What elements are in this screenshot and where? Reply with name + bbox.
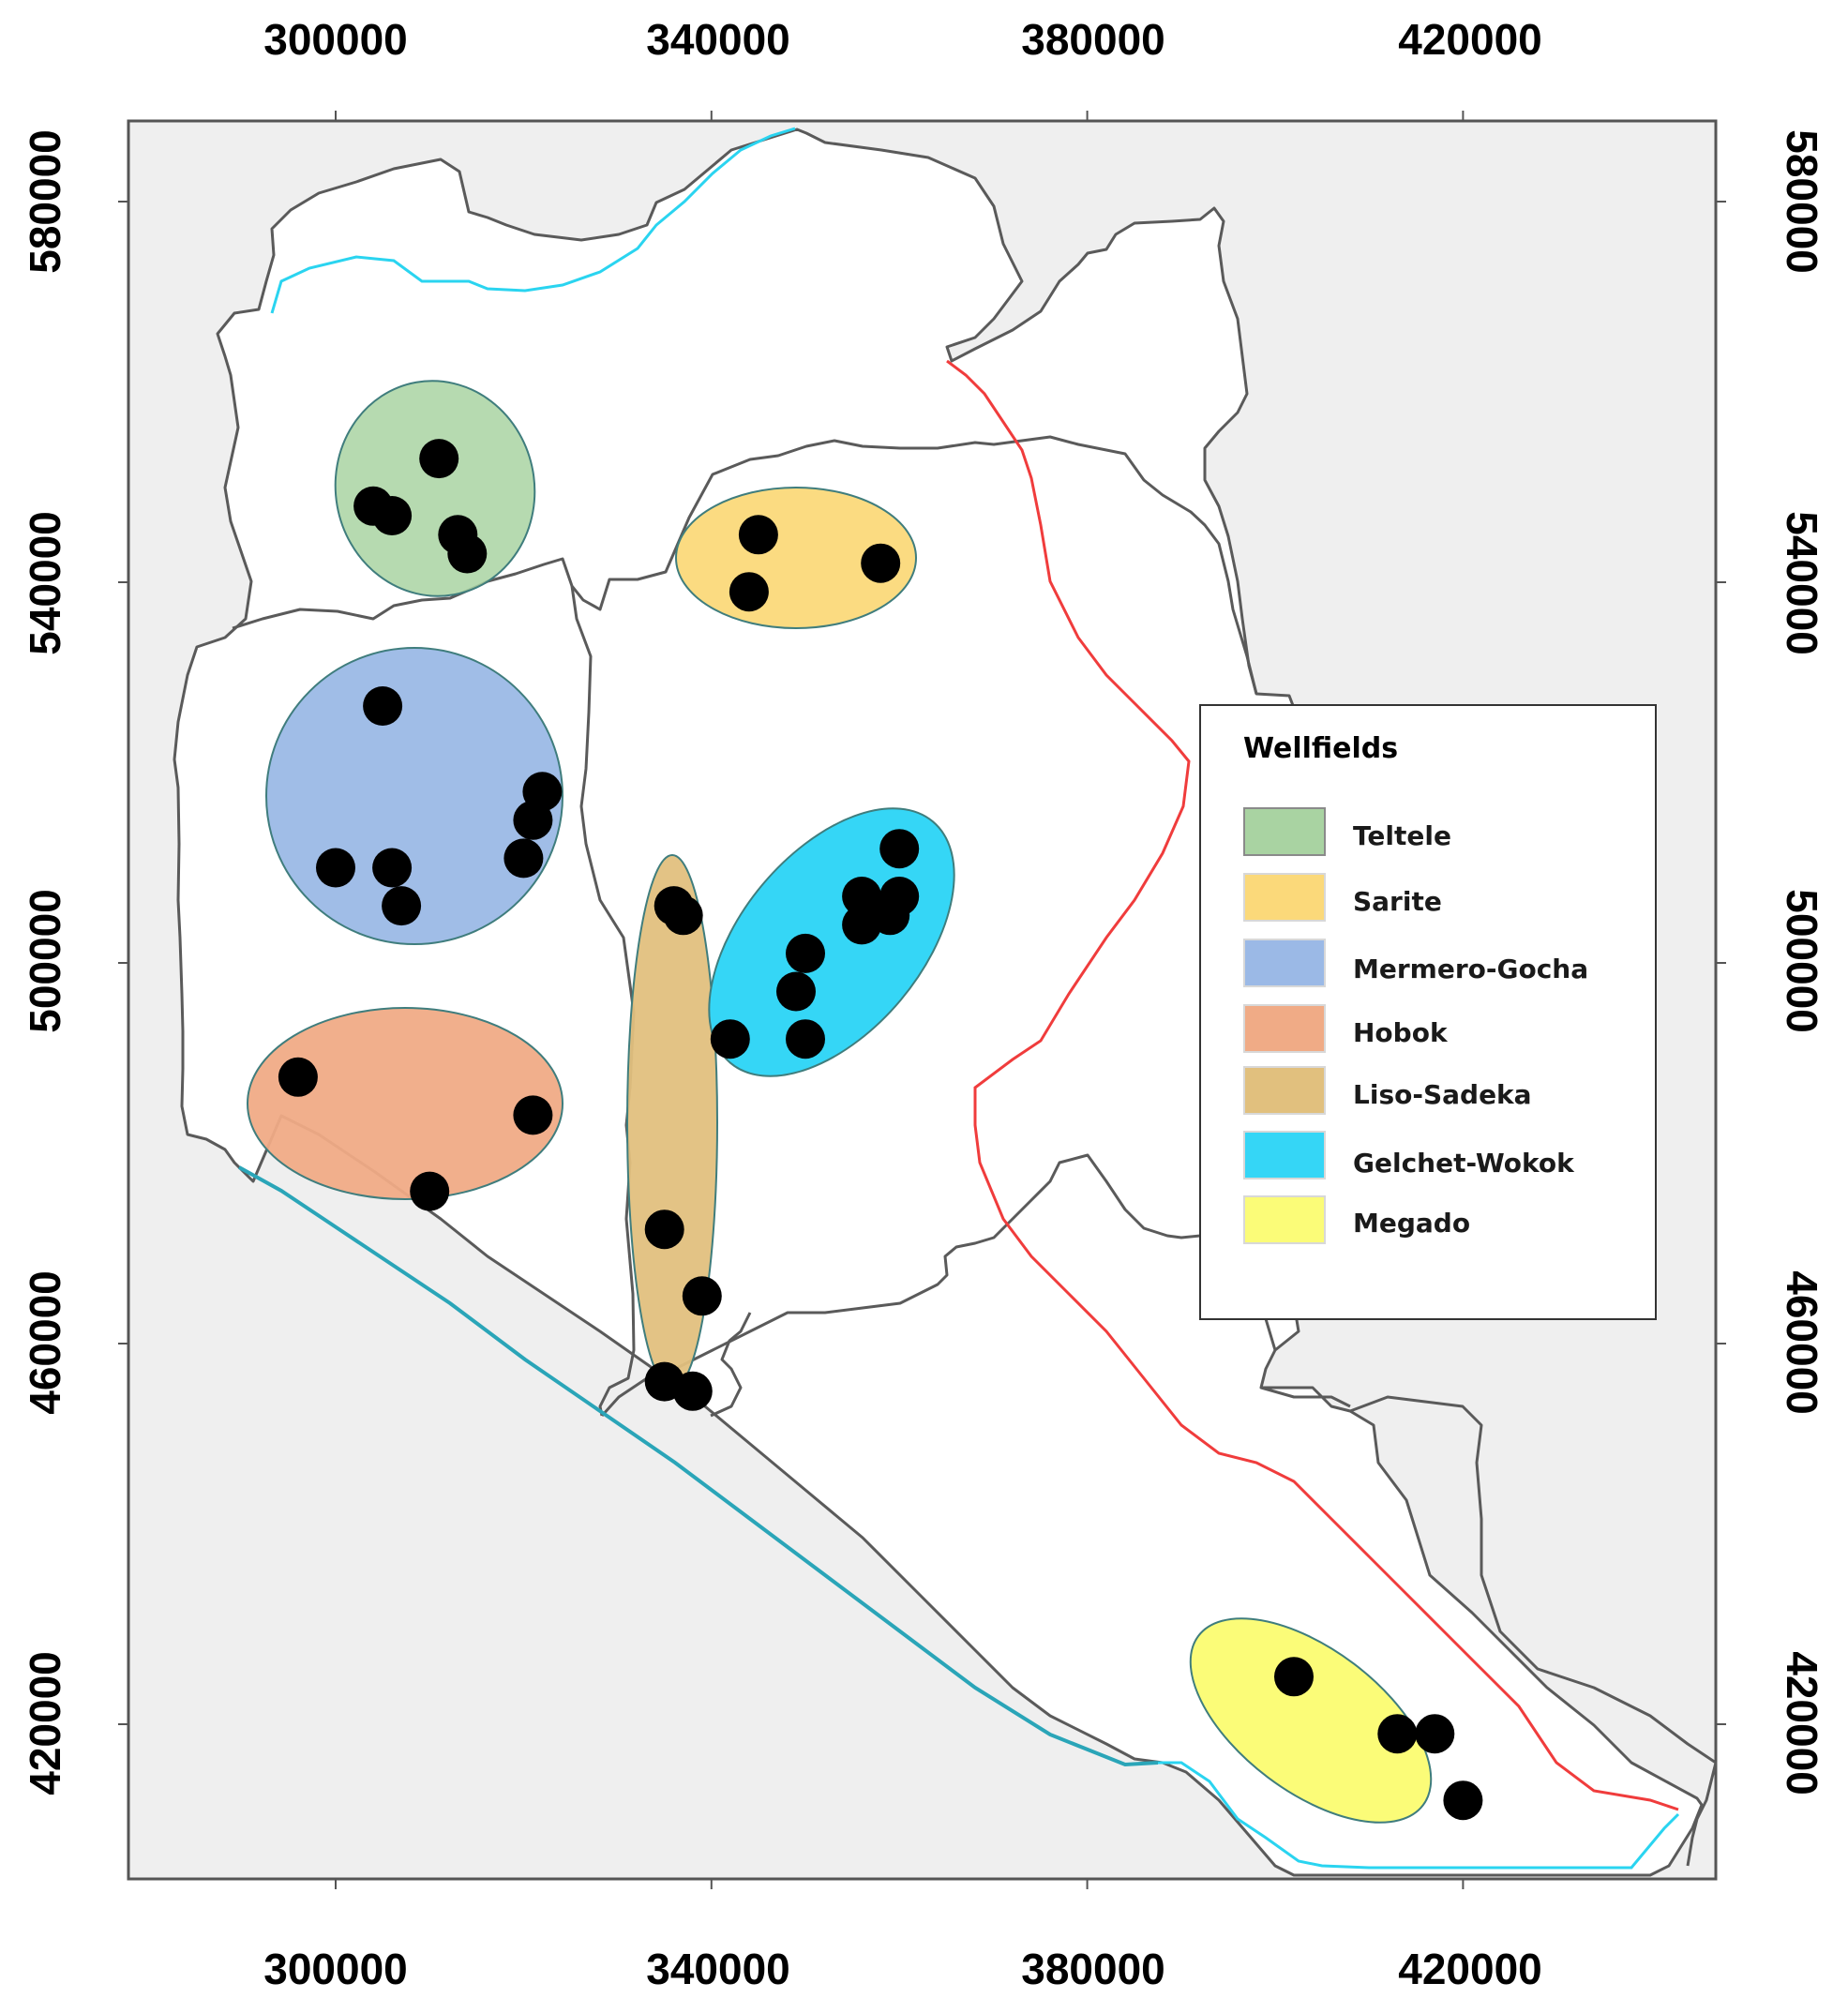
well-point-gelchet-wokok — [710, 1019, 750, 1059]
y-tick-right-420000: 420000 — [1778, 1651, 1826, 1795]
legend-swatch-mermero-gocha — [1243, 939, 1326, 987]
x-tick-top-380000: 380000 — [1021, 15, 1165, 64]
x-tick-bottom-380000: 380000 — [1021, 1945, 1165, 1993]
axis-ticks — [118, 111, 1726, 1889]
y-tick-right-580000: 580000 — [1778, 129, 1826, 274]
legend-label-hobok: Hobok — [1353, 1017, 1449, 1048]
wells-layer — [278, 439, 1483, 1821]
well-point-hobok — [513, 1095, 553, 1135]
well-point-gelchet-wokok — [842, 905, 882, 945]
legend-title: Wellfields — [1243, 732, 1398, 765]
well-point-sarite — [729, 572, 769, 612]
legend-swatch-hobok — [1243, 1004, 1326, 1053]
legend-label-sarite: Sarite — [1353, 886, 1442, 917]
legend-swatch-liso-sadeka — [1243, 1066, 1326, 1115]
well-point-mermero-gocha — [382, 886, 422, 926]
well-point-megado — [1415, 1714, 1455, 1754]
hobok-wellfield — [247, 1007, 563, 1200]
legend-label-gelchet-wokok: Gelchet-Wokok — [1353, 1148, 1575, 1179]
red-boundary-line — [946, 359, 1679, 1811]
legend-label-teltele: Teltele — [1353, 820, 1451, 851]
y-tick-right-460000: 460000 — [1778, 1270, 1826, 1415]
well-point-liso-sadeka — [682, 1276, 722, 1316]
well-point-mermero-gocha — [372, 848, 413, 888]
x-tick-bottom-340000: 340000 — [646, 1945, 790, 1993]
well-point-megado — [1443, 1780, 1483, 1821]
y-tick-right-540000: 540000 — [1778, 511, 1826, 655]
x-tick-top-420000: 420000 — [1398, 15, 1542, 64]
well-point-megado — [1274, 1657, 1314, 1697]
well-point-gelchet-wokok — [786, 1019, 825, 1059]
river-line — [270, 127, 796, 314]
y-tick-left-500000: 500000 — [21, 889, 69, 1033]
well-point-sarite — [861, 543, 901, 583]
well-point-teltele — [447, 533, 488, 574]
well-point-liso-sadeka — [644, 1209, 684, 1250]
internal-boundary — [1260, 1386, 1351, 1408]
x-tick-top-300000: 300000 — [263, 15, 408, 64]
y-tick-left-540000: 540000 — [21, 511, 69, 655]
x-tick-top-340000: 340000 — [646, 15, 790, 64]
well-point-teltele — [372, 496, 413, 535]
well-point-gelchet-wokok — [776, 971, 816, 1012]
megado-wellfield — [1189, 1617, 1433, 1824]
legend-swatch-teltele — [1243, 807, 1326, 856]
teltele-wellfield — [334, 380, 536, 597]
legend-swatch-gelchet-wokok — [1243, 1131, 1326, 1179]
well-point-gelchet-wokok — [842, 877, 882, 916]
river-line — [1158, 1761, 1680, 1870]
well-point-hobok — [410, 1171, 450, 1211]
legend: Wellfields Teltele Sarite Mermero-Gocha … — [1199, 704, 1657, 1320]
well-point-sarite — [738, 515, 778, 555]
well-point-hobok — [278, 1057, 318, 1097]
well-point-liso-sadeka — [672, 1371, 713, 1411]
internal-boundary — [600, 1153, 1277, 1418]
well-point-mermero-gocha — [316, 848, 355, 888]
legend-label-liso-sadeka: Liso-Sadeka — [1353, 1079, 1532, 1110]
well-point-mermero-gocha — [513, 800, 553, 840]
y-tick-left-420000: 420000 — [21, 1651, 69, 1795]
gelchet-wokok-wellfield — [708, 807, 955, 1077]
well-point-megado — [1377, 1714, 1418, 1754]
internal-boundary — [710, 1312, 752, 1418]
river-line — [238, 1165, 1159, 1767]
internal-boundary — [1349, 1395, 1718, 1867]
well-point-teltele — [419, 439, 459, 479]
well-point-mermero-gocha — [363, 686, 403, 726]
y-tick-right-500000: 500000 — [1778, 889, 1826, 1033]
well-point-gelchet-wokok — [786, 933, 825, 973]
y-tick-left-580000: 580000 — [21, 129, 69, 274]
well-point-liso-sadeka — [663, 895, 703, 936]
legend-swatch-sarite — [1243, 873, 1326, 922]
well-point-gelchet-wokok — [879, 829, 920, 869]
legend-swatch-megado — [1243, 1195, 1326, 1244]
well-point-mermero-gocha — [503, 838, 544, 879]
x-tick-bottom-420000: 420000 — [1398, 1945, 1542, 1993]
y-tick-left-460000: 460000 — [21, 1270, 69, 1415]
legend-label-megado: Megado — [1353, 1208, 1470, 1239]
x-tick-bottom-300000: 300000 — [263, 1945, 408, 1993]
legend-label-mermero-gocha: Mermero-Gocha — [1353, 954, 1588, 984]
